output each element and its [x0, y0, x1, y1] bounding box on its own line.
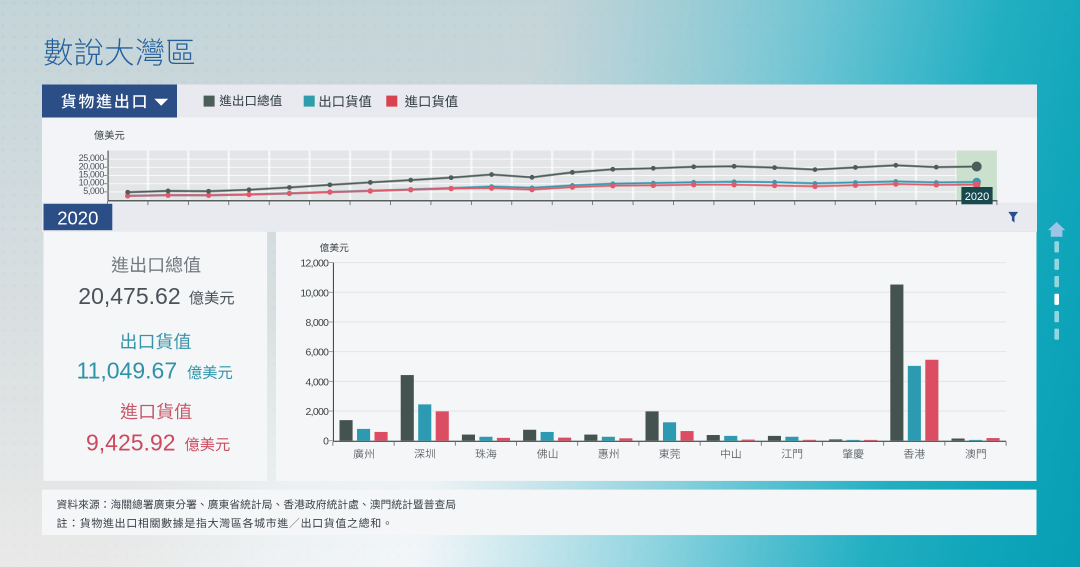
svg-text:10,000: 10,000 — [79, 178, 105, 188]
svg-text:6,000: 6,000 — [306, 348, 330, 359]
svg-text:0: 0 — [323, 437, 329, 448]
svg-text:25,000: 25,000 — [79, 153, 105, 163]
svg-text:2,000: 2,000 — [306, 407, 330, 418]
svg-text:20,475.62: 20,475.62 — [78, 283, 180, 309]
svg-text:9,425.92: 9,425.92 — [86, 429, 176, 455]
svg-text:10,000: 10,000 — [300, 288, 329, 299]
svg-text:5,000: 5,000 — [83, 186, 104, 196]
svg-text:11,049.67: 11,049.67 — [77, 357, 178, 383]
svg-text:20,000: 20,000 — [79, 161, 105, 171]
svg-text:4,000: 4,000 — [306, 377, 330, 388]
svg-text:2020: 2020 — [965, 191, 989, 203]
svg-text:12,000: 12,000 — [300, 259, 329, 270]
svg-text:8,000: 8,000 — [306, 318, 330, 329]
svg-text:15,000: 15,000 — [79, 170, 105, 180]
svg-text:2020: 2020 — [57, 208, 98, 229]
